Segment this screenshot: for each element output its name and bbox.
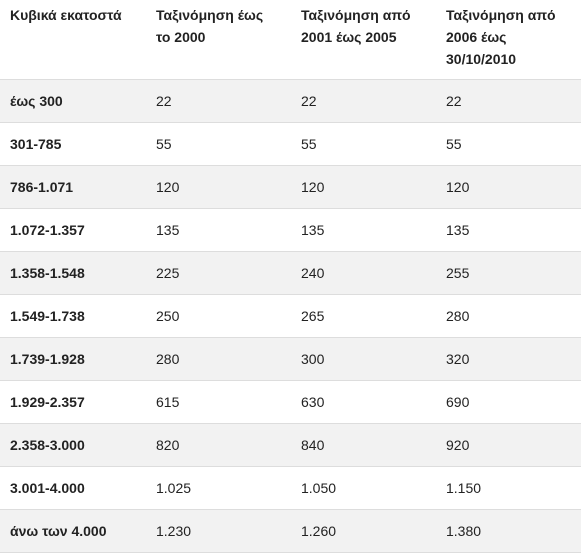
cell-cubic-cm: 2.358-3.000 — [0, 423, 146, 467]
cell-2006-2010: 690 — [436, 380, 581, 424]
cell-until-2000: 820 — [146, 423, 291, 467]
table-row: 1.358-1.548 225 240 255 — [0, 251, 581, 295]
header-2006-2010: Ταξινόμηση από 2006 έως 30/10/2010 — [446, 7, 556, 67]
cell-2006-2010: 920 — [436, 423, 581, 467]
cell-2001-2005: 630 — [291, 380, 436, 424]
table-row: 1.072-1.357 135 135 135 — [0, 208, 581, 252]
table-row: 2.358-3.000 820 840 920 — [0, 423, 581, 467]
cell-until-2000: 615 — [146, 380, 291, 424]
cell-2006-2010: 320 — [436, 337, 581, 381]
cell-cubic-cm: 1.929-2.357 — [0, 380, 146, 424]
cell-cubic-cm: 301-785 — [0, 122, 146, 166]
cell-until-2000: 22 — [146, 79, 291, 123]
cell-2006-2010: 55 — [436, 122, 581, 166]
cell-2001-2005: 265 — [291, 294, 436, 338]
table-row: 1.739-1.928 280 300 320 — [0, 337, 581, 381]
cell-2001-2005: 840 — [291, 423, 436, 467]
cell-2006-2010: 1.150 — [436, 466, 581, 510]
header-row: Κυβικά εκατοστά Ταξινόμηση έως το 2000 Τ… — [0, 0, 581, 80]
table-header: Κυβικά εκατοστά Ταξινόμηση έως το 2000 Τ… — [0, 0, 581, 80]
header-2001-2005: Ταξινόμηση από 2001 έως 2005 — [301, 7, 411, 45]
header-cubic-cm: Κυβικά εκατοστά — [10, 7, 122, 23]
table-row: άνω των 4.000 1.230 1.260 1.380 — [0, 509, 581, 553]
cell-2006-2010: 135 — [436, 208, 581, 252]
cell-until-2000: 1.230 — [146, 509, 291, 553]
cell-cubic-cm: 1.549-1.738 — [0, 294, 146, 338]
cell-until-2000: 225 — [146, 251, 291, 295]
cell-2001-2005: 240 — [291, 251, 436, 295]
cell-2001-2005: 1.050 — [291, 466, 436, 510]
cell-2001-2005: 55 — [291, 122, 436, 166]
table-row: 301-785 55 55 55 — [0, 122, 581, 166]
cell-cubic-cm: 1.072-1.357 — [0, 208, 146, 252]
cell-2001-2005: 300 — [291, 337, 436, 381]
cell-2001-2005: 1.260 — [291, 509, 436, 553]
cell-until-2000: 1.025 — [146, 466, 291, 510]
cell-2001-2005: 120 — [291, 165, 436, 209]
cell-2006-2010: 280 — [436, 294, 581, 338]
header-until-2000: Ταξινόμηση έως το 2000 — [156, 7, 264, 45]
cell-2006-2010: 255 — [436, 251, 581, 295]
cell-until-2000: 120 — [146, 165, 291, 209]
cell-cubic-cm: έως 300 — [0, 79, 146, 123]
table-row: 1.929-2.357 615 630 690 — [0, 380, 581, 424]
cell-cubic-cm: άνω των 4.000 — [0, 509, 146, 553]
table-body: έως 300 22 22 22 301-785 55 55 55 786-1.071 120 12… — [0, 79, 581, 553]
cell-2006-2010: 22 — [436, 79, 581, 123]
table-row: 3.001-4.000 1.025 1.050 1.150 — [0, 466, 581, 510]
cell-2006-2010: 120 — [436, 165, 581, 209]
cell-2001-2005: 22 — [291, 79, 436, 123]
cell-until-2000: 250 — [146, 294, 291, 338]
cell-cubic-cm: 3.001-4.000 — [0, 466, 146, 510]
cell-cubic-cm: 1.358-1.548 — [0, 251, 146, 295]
cell-2001-2005: 135 — [291, 208, 436, 252]
cell-cubic-cm: 1.739-1.928 — [0, 337, 146, 381]
cell-until-2000: 280 — [146, 337, 291, 381]
cell-2006-2010: 1.380 — [436, 509, 581, 553]
table-row: έως 300 22 22 22 — [0, 79, 581, 123]
cell-until-2000: 55 — [146, 122, 291, 166]
cell-until-2000: 135 — [146, 208, 291, 252]
cell-cubic-cm: 786-1.071 — [0, 165, 146, 209]
table-row: 1.549-1.738 250 265 280 — [0, 294, 581, 338]
table-row: 786-1.071 120 120 120 — [0, 165, 581, 209]
